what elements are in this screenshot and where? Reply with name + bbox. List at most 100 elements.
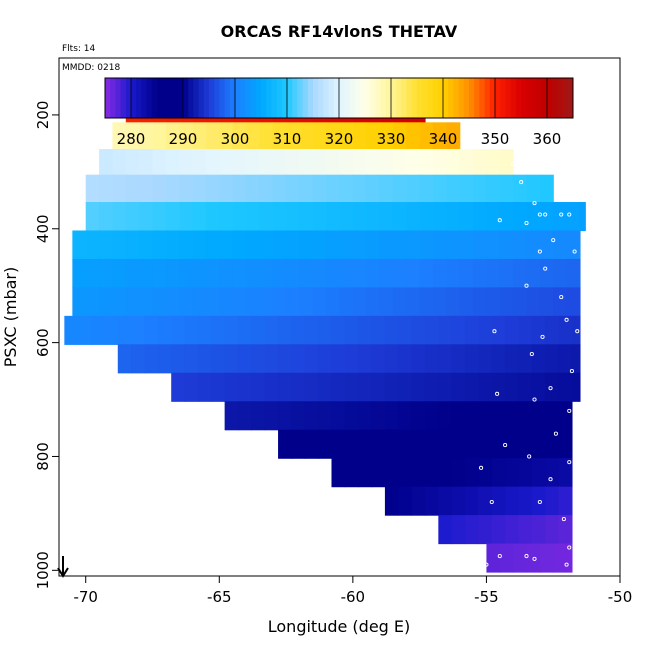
heatmap-cell (152, 174, 167, 204)
heatmap-cell (451, 458, 466, 488)
heatmap-cell (379, 122, 394, 152)
colorbar-tick-label: 320 (325, 130, 354, 148)
heatmap-cell (224, 315, 239, 345)
heatmap-cell (339, 258, 354, 288)
flight-point (511, 162, 516, 167)
heatmap-cell (299, 230, 314, 260)
heatmap-cell (219, 149, 234, 179)
heatmap-cell (451, 401, 466, 431)
heatmap-cell (205, 202, 220, 232)
heatmap-cell (312, 258, 327, 288)
heatmap-cell (459, 202, 474, 232)
heatmap-cell (553, 543, 568, 573)
heatmap-cell (473, 149, 488, 179)
heatmap-cell (438, 458, 453, 488)
heatmap-cell (331, 458, 346, 488)
colorbar-segment (411, 78, 418, 118)
colorbar-segment (323, 78, 330, 118)
heatmap-cell (411, 401, 426, 431)
y-tick-label: 1000 (34, 551, 52, 589)
heatmap-cell (286, 230, 301, 260)
heatmap-cell (451, 344, 466, 374)
x-axis: -70 -65 -60 -55 -50 (73, 576, 632, 606)
colorbar-segment (370, 78, 376, 118)
heatmap-cell (518, 315, 533, 345)
heatmap-cell (465, 486, 480, 516)
heatmap-cell (358, 429, 373, 459)
heatmap-cell (139, 149, 154, 179)
colorbar-segment (463, 78, 470, 118)
colorbar-segment (313, 78, 319, 118)
heatmap-cell (312, 287, 327, 317)
colorbar-segment (250, 78, 257, 118)
heatmap-cell (331, 401, 346, 431)
heatmap-cell (192, 287, 207, 317)
heatmap-cell (539, 174, 554, 204)
heatmap-cell (171, 344, 186, 374)
heatmap-cell (438, 486, 453, 516)
heatmap-cell (112, 174, 127, 204)
heatmap-cell (192, 174, 207, 204)
colorbar-segment (333, 78, 340, 118)
heatmap-cell (505, 515, 520, 545)
heatmap-cell (299, 149, 314, 179)
heatmap-cell (384, 344, 399, 374)
heatmap-cell (553, 287, 568, 317)
flight-point (569, 369, 574, 374)
heatmap-cell (184, 315, 199, 345)
heatmap-cell (219, 174, 234, 204)
heatmap-cell (179, 122, 194, 152)
colorbar-segment (453, 78, 460, 118)
heatmap-cell (251, 401, 266, 431)
flight-point (492, 329, 497, 334)
heatmap-cell (513, 258, 528, 288)
colorbar-segment (359, 78, 366, 118)
heatmap-cell (318, 344, 333, 374)
heatmap-cell (531, 429, 546, 459)
heatmap-cell (366, 287, 381, 317)
heatmap-cell (465, 429, 480, 459)
heatmap-cell (406, 287, 421, 317)
heatmap-cell (566, 543, 573, 573)
heatmap-cell (232, 230, 247, 260)
flight-point (484, 562, 489, 567)
colorbar-segment (437, 78, 444, 118)
heatmap-cell (465, 372, 480, 402)
heatmap-cell (518, 344, 533, 374)
heatmap-cell (259, 258, 274, 288)
heatmap-cell (291, 429, 306, 459)
heatmap-cell (566, 258, 581, 288)
colorbar-segment (401, 78, 408, 118)
mmdd-annotation: MMDD: 0218 (62, 63, 120, 73)
heatmap-cell (531, 372, 546, 402)
heatmap-cell (505, 401, 520, 431)
heatmap-cell (419, 230, 434, 260)
heatmap-cell (291, 372, 306, 402)
heatmap-cell (424, 486, 439, 516)
flight-point (543, 266, 548, 271)
y-axis-label: PSXC (mbar) (1, 267, 20, 367)
heatmap-cell (486, 202, 501, 232)
heatmap-cell (473, 202, 488, 232)
flight-point (567, 212, 572, 217)
heatmap-cell (539, 543, 554, 573)
flight-point (532, 397, 537, 402)
heatmap-cell (446, 258, 461, 288)
heatmap-cell (433, 230, 447, 260)
heatmap-cell (326, 149, 341, 179)
colorbar-segment (157, 78, 163, 118)
heatmap-cell (438, 372, 453, 402)
heatmap-cell (85, 230, 100, 260)
colorbar-segment (557, 78, 564, 118)
heatmap-cell (379, 202, 394, 232)
heatmap-cell (219, 287, 234, 317)
flight-point (495, 391, 500, 396)
heatmap-cell (398, 372, 413, 402)
flight-point (559, 212, 564, 217)
colorbar-segment (391, 78, 397, 118)
heatmap-cell (299, 174, 314, 204)
heatmap-cell (192, 149, 207, 179)
heatmap-cell (558, 515, 573, 545)
colorbar-segment (489, 78, 496, 118)
colorbar-segment (105, 78, 111, 118)
